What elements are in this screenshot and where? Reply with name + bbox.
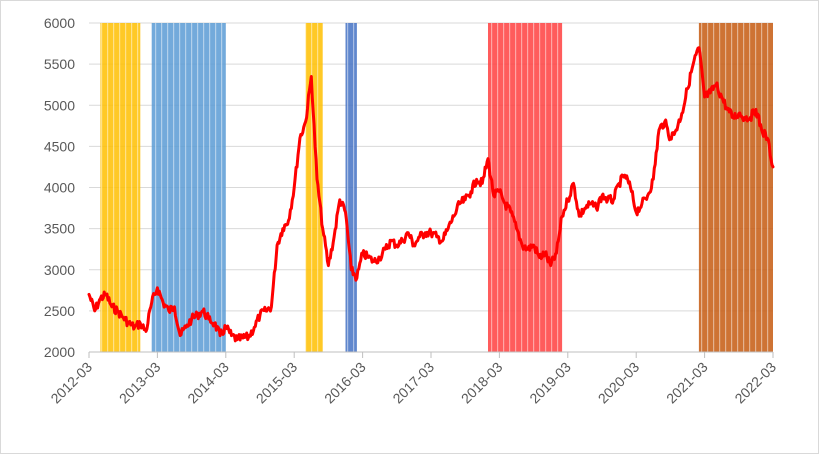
y-tick-label: 4500 (44, 138, 75, 154)
y-tick-label: 3500 (44, 221, 75, 237)
y-axis-tick-labels: 2000 2500 3000 3500 4000 4500 5000 5500 6000 (44, 15, 75, 360)
x-tick-label: 2014-03 (184, 359, 232, 407)
shaded-period-stripes (345, 23, 357, 352)
x-tick-label: 2020-03 (595, 359, 643, 407)
shaded-period-stripes (698, 23, 773, 352)
x-tick-label: 2013-03 (116, 359, 164, 407)
shaded-period-stripes (488, 23, 563, 352)
x-tick-label: 2019-03 (526, 359, 574, 407)
x-tick-label: 2022-03 (731, 359, 779, 407)
x-tick-label: 2015-03 (253, 359, 301, 407)
shaded-period-stripes (100, 23, 141, 352)
x-tick-label: 2018-03 (458, 359, 506, 407)
price-line (87, 46, 775, 343)
x-tick-label: 2012-03 (47, 359, 95, 407)
x-axis (88, 351, 774, 358)
shaded-periods (100, 23, 773, 352)
x-tick-label: 2017-03 (389, 359, 437, 407)
x-tick-label: 2021-03 (663, 359, 711, 407)
x-axis-tick-labels: 2012-03 2013-03 2014-03 2015-03 2016-03 2017-… (47, 359, 779, 407)
y-tick-label: 2500 (44, 303, 75, 319)
y-tick-label: 5000 (44, 97, 75, 113)
y-tick-label: 6000 (44, 15, 75, 31)
shaded-period-stripes (305, 23, 323, 352)
series-line (87, 46, 775, 343)
y-tick-label: 5500 (44, 56, 75, 72)
y-tick-label: 2000 (44, 344, 75, 360)
y-tick-label: 4000 (44, 180, 75, 196)
x-tick-label: 2016-03 (321, 359, 369, 407)
y-tick-label: 3000 (44, 262, 75, 278)
shaded-period-stripes (151, 23, 226, 352)
